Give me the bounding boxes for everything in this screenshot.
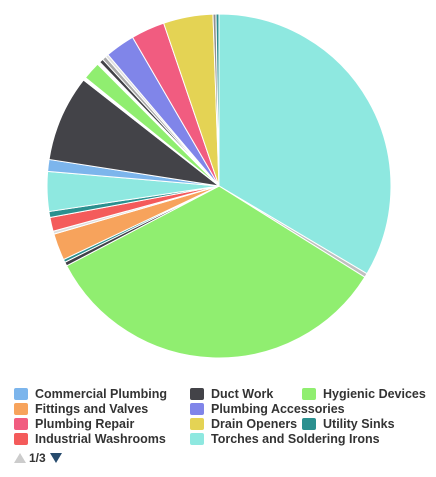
legend-label: Commercial Plumbing xyxy=(35,386,167,401)
legend-item-industrial-washrooms[interactable]: Industrial Washrooms xyxy=(14,432,190,446)
legend-item-commercial-plumbing[interactable]: Commercial Plumbing xyxy=(14,387,190,401)
legend-item-fittings-and-valves[interactable]: Fittings and Valves xyxy=(14,402,190,416)
pie-slice-utility-sinks[interactable] xyxy=(215,13,220,187)
legend-swatch xyxy=(190,402,204,415)
legend: Commercial Plumbing Duct Work Hygienic D… xyxy=(14,386,430,446)
legend-item-utility-sinks[interactable]: Utility Sinks xyxy=(302,417,430,431)
legend-swatch xyxy=(190,417,204,430)
legend-swatch xyxy=(302,417,316,430)
legend-item-hygienic-devices[interactable]: Hygienic Devices xyxy=(302,387,430,401)
legend-next-arrow-icon[interactable] xyxy=(49,453,62,463)
legend-prev-arrow-icon xyxy=(14,453,26,463)
pie-slice-torches-and-soldering-irons[interactable] xyxy=(218,13,392,275)
legend-swatch xyxy=(14,417,28,430)
legend-label: Hygienic Devices xyxy=(323,386,426,401)
legend-swatch xyxy=(190,387,204,400)
legend-item-torches-and-soldering-irons[interactable]: Torches and Soldering Irons xyxy=(190,432,380,446)
pie-slice-duct-work[interactable] xyxy=(48,79,220,187)
legend-label: Utility Sinks xyxy=(323,416,395,431)
legend-label: Torches and Soldering Irons xyxy=(211,431,380,446)
legend-label: Plumbing Accessories xyxy=(211,401,345,416)
legend-label: Plumbing Repair xyxy=(35,416,135,431)
legend-swatch xyxy=(302,387,316,400)
pie-slice-hygienic-devices[interactable] xyxy=(66,185,366,359)
legend-label: Fittings and Valves xyxy=(35,401,149,416)
legend-pagination: 1/3 xyxy=(14,451,62,465)
legend-item-drain-openers[interactable]: Drain Openers xyxy=(190,417,302,431)
legend-swatch xyxy=(14,387,28,400)
legend-swatch xyxy=(14,402,28,415)
legend-item-duct-work[interactable]: Duct Work xyxy=(190,387,302,401)
legend-item-plumbing-repair[interactable]: Plumbing Repair xyxy=(14,417,190,431)
legend-label: Industrial Washrooms xyxy=(35,431,166,446)
legend-page-indicator: 1/3 xyxy=(29,451,46,465)
legend-item-plumbing-accessories[interactable]: Plumbing Accessories xyxy=(190,402,345,416)
legend-swatch xyxy=(14,432,28,445)
pie-plot-area xyxy=(46,13,392,359)
legend-swatch xyxy=(190,432,204,445)
legend-label: Duct Work xyxy=(211,386,274,401)
legend-label: Drain Openers xyxy=(211,416,298,431)
